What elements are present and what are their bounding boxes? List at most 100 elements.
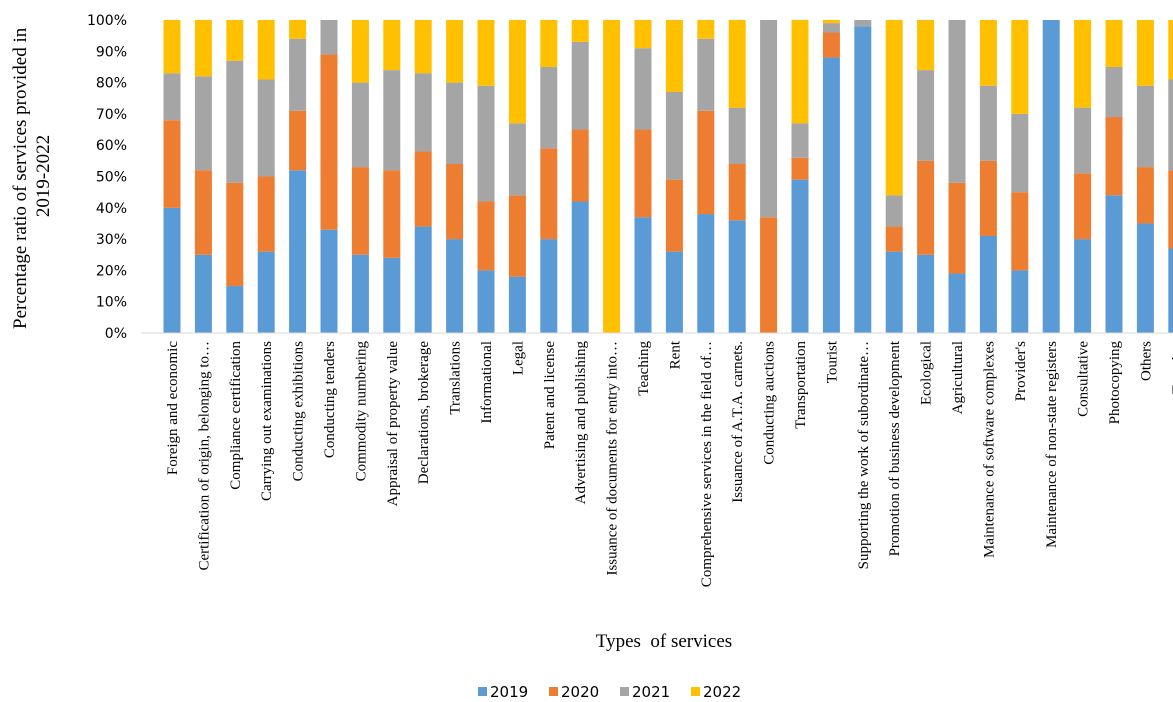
bar-segment-2019 — [885, 251, 903, 333]
legend-swatch-2021 — [620, 687, 629, 696]
bar-segment-2022 — [822, 20, 840, 24]
category-label: Comprehensive services in the field of… — [699, 341, 715, 587]
bar-segment-2019 — [163, 207, 181, 333]
bar-segment-2019 — [1168, 248, 1173, 333]
bar-segment-2022 — [1011, 20, 1029, 114]
bar-segment-2019 — [791, 179, 809, 333]
category-label: Consultative — [1076, 341, 1092, 417]
y-tick-label: 30% — [96, 232, 127, 248]
category-label: Photocopying — [1107, 341, 1123, 425]
bar-segment-2022 — [446, 20, 464, 83]
bar-segment-2020 — [634, 129, 652, 218]
bar-segment-2020 — [289, 110, 307, 171]
bar-segment-2022 — [917, 20, 935, 71]
bar-segment-2022 — [1105, 20, 1123, 67]
bar-segment-2022 — [603, 20, 621, 333]
category-label: Foreign and economic — [165, 341, 181, 475]
bar-segment-2021 — [979, 85, 997, 161]
category-label: Compliance certification — [228, 341, 244, 490]
bar-segment-2019 — [320, 229, 338, 333]
bar-segment-2021 — [697, 38, 715, 111]
y-axis-title-line1: Percentage ratio of services provided in — [10, 27, 31, 329]
bar-segment-2020 — [665, 179, 683, 252]
bar-segment-2019 — [1042, 20, 1060, 333]
bar-segment-2021 — [1105, 66, 1123, 118]
bar-segment-2022 — [508, 20, 526, 124]
category-label: Teaching — [636, 341, 652, 396]
category-label: Conducting auctions — [762, 341, 778, 465]
bar-segment-2019 — [822, 57, 840, 334]
bar-segment-2020 — [1074, 173, 1092, 240]
bar-segment-2021 — [446, 82, 464, 164]
bar-segment-2019 — [728, 220, 746, 333]
bar-segment-2019 — [1105, 195, 1123, 333]
legend-swatch-2019 — [478, 687, 487, 696]
bar-segment-2022 — [665, 20, 683, 92]
y-axis-title: Percentage ratio of services provided in… — [10, 23, 54, 329]
bar-segment-2021 — [1168, 79, 1173, 171]
bar-segment-2020 — [320, 54, 338, 230]
bar-segment-2021 — [1136, 85, 1154, 168]
bar-segment-2020 — [1168, 170, 1173, 249]
bar-segment-2019 — [854, 26, 872, 333]
y-axis-title-line2: 2019-2022 — [33, 135, 54, 217]
bar-segment-2020 — [508, 195, 526, 277]
bar-segment-2022 — [289, 20, 307, 39]
bar-segment-2022 — [979, 20, 997, 86]
category-label: Rent — [667, 340, 683, 369]
bar-segment-2020 — [885, 226, 903, 252]
bar-segment-2022 — [477, 20, 495, 86]
x-axis-title: Types of services — [596, 631, 732, 652]
bar-segment-2021 — [414, 73, 432, 152]
bar-segment-2020 — [1105, 117, 1123, 196]
category-label: Tourist — [824, 340, 840, 383]
bar-segment-2021 — [1011, 113, 1029, 193]
category-label: Conducting tenders — [322, 341, 338, 458]
category-label: Carrying out examinations — [259, 341, 275, 501]
bar-segment-2019 — [917, 254, 935, 333]
category-label: Promotion of business development — [887, 340, 903, 556]
category-label: Maintenance of software complexes — [981, 341, 997, 558]
bar-segment-2019 — [257, 251, 275, 333]
bar-segment-2020 — [1136, 167, 1154, 224]
bar-segment-2021 — [728, 107, 746, 164]
bar-segment-2021 — [948, 20, 966, 183]
bar-segment-2021 — [1074, 107, 1092, 174]
legend-swatch-2020 — [549, 687, 558, 696]
bar-segment-2019 — [948, 273, 966, 333]
bar-segment-2020 — [1011, 192, 1029, 271]
bar-segment-2020 — [760, 217, 778, 333]
bar-segment-2019 — [226, 286, 244, 333]
y-tick-label: 50% — [96, 170, 127, 186]
bar-segment-2022 — [571, 20, 589, 42]
bar-segment-2020 — [697, 110, 715, 215]
bar-segment-2019 — [477, 270, 495, 333]
bar-segment-2019 — [1074, 239, 1092, 333]
y-tick-label: 80% — [96, 76, 127, 92]
category-label: Informational — [479, 341, 495, 423]
bar-segment-2021 — [477, 85, 495, 202]
y-tick-label: 40% — [96, 201, 127, 217]
category-label: Together — [1170, 341, 1173, 394]
bar-segment-2020 — [194, 170, 212, 255]
bars — [163, 20, 1173, 334]
category-label: Translations — [448, 341, 464, 415]
bar-segment-2021 — [194, 76, 212, 171]
bar-segment-2019 — [1011, 270, 1029, 333]
y-axis-ticks: 0% 10% 20% 30% 40% 50% 60% 70% 80% 90% 100% — [87, 13, 127, 342]
y-tick-label: 70% — [96, 107, 127, 123]
bar-segment-2022 — [194, 20, 212, 77]
bar-segment-2019 — [289, 170, 307, 333]
category-label: Agricultural — [950, 341, 966, 414]
bar-segment-2021 — [885, 195, 903, 227]
bar-segment-2019 — [979, 235, 997, 333]
bar-segment-2022 — [257, 20, 275, 80]
bar-segment-2019 — [634, 217, 652, 333]
y-tick-label: 20% — [96, 263, 127, 279]
bar-segment-2019 — [571, 201, 589, 333]
bar-segment-2022 — [540, 20, 558, 67]
category-label: Issuance of documents for entry into… — [605, 341, 621, 576]
bar-segment-2020 — [257, 176, 275, 252]
bar-segment-2021 — [320, 20, 338, 55]
